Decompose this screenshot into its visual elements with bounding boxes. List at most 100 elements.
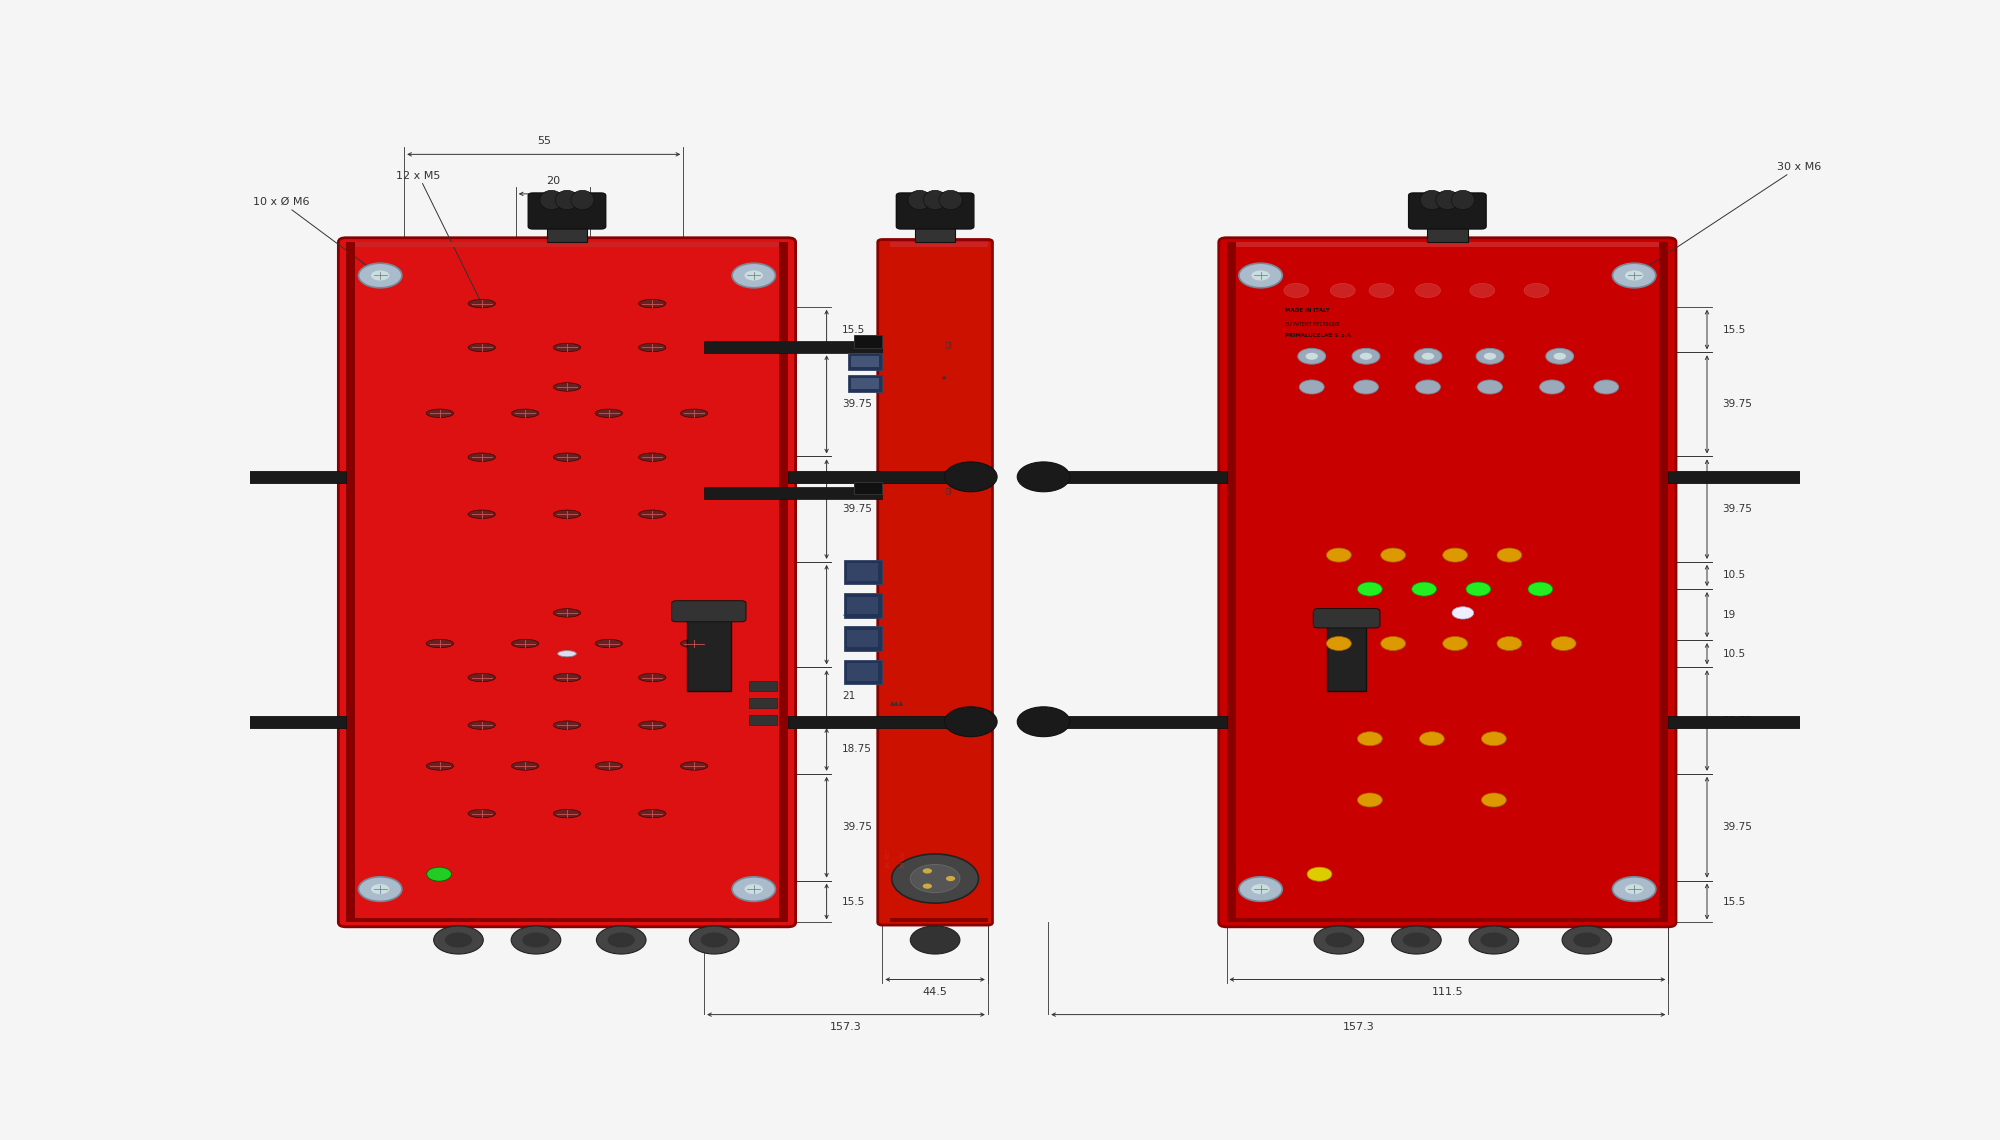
Circle shape <box>1250 884 1270 895</box>
Ellipse shape <box>468 300 496 308</box>
Circle shape <box>1392 926 1442 954</box>
Bar <box>882 242 890 922</box>
Ellipse shape <box>638 300 666 308</box>
Bar <box>844 560 882 585</box>
Text: 39.75: 39.75 <box>842 504 872 514</box>
Text: 39.75: 39.75 <box>842 399 872 409</box>
Ellipse shape <box>468 453 496 462</box>
Circle shape <box>1314 926 1364 954</box>
Ellipse shape <box>512 640 538 648</box>
Text: ▲▲▲: ▲▲▲ <box>890 701 904 707</box>
Circle shape <box>1482 793 1506 807</box>
FancyBboxPatch shape <box>338 238 796 927</box>
Bar <box>1658 242 1668 922</box>
Text: 157.3: 157.3 <box>830 1021 862 1032</box>
Bar <box>778 242 788 922</box>
Bar <box>788 471 966 483</box>
Bar <box>882 242 988 246</box>
Text: ⦿): ⦿) <box>946 487 952 494</box>
Circle shape <box>1528 583 1552 596</box>
Circle shape <box>1360 352 1372 360</box>
Ellipse shape <box>680 409 708 417</box>
Circle shape <box>1402 933 1430 947</box>
FancyBboxPatch shape <box>1218 238 1676 927</box>
Text: EU PATENT EP23960/B: EU PATENT EP23960/B <box>1286 321 1340 326</box>
Circle shape <box>1330 284 1356 298</box>
Bar <box>854 481 882 494</box>
Circle shape <box>1624 270 1644 282</box>
Ellipse shape <box>426 640 454 648</box>
Text: 15.5: 15.5 <box>842 896 866 906</box>
Bar <box>852 377 880 389</box>
Circle shape <box>1354 380 1378 394</box>
Circle shape <box>1306 352 1318 360</box>
Ellipse shape <box>924 190 946 210</box>
Bar <box>1226 918 1668 922</box>
Ellipse shape <box>638 674 666 682</box>
Bar <box>844 593 882 618</box>
Text: 12 x M5: 12 x M5 <box>396 171 480 301</box>
Text: 10.5: 10.5 <box>1722 649 1746 659</box>
Text: 55: 55 <box>536 137 550 146</box>
Bar <box>688 617 730 691</box>
Text: 21: 21 <box>842 691 856 701</box>
Text: 39.75: 39.75 <box>1722 399 1752 409</box>
Ellipse shape <box>680 640 708 648</box>
Circle shape <box>1524 284 1548 298</box>
Bar <box>788 716 966 727</box>
Bar <box>846 563 878 580</box>
Circle shape <box>1470 926 1518 954</box>
Text: 10.5: 10.5 <box>1722 570 1746 580</box>
Circle shape <box>1324 933 1352 947</box>
Text: 39.75: 39.75 <box>1722 504 1752 514</box>
Ellipse shape <box>554 343 580 351</box>
Ellipse shape <box>554 510 580 519</box>
Bar <box>346 242 788 246</box>
Ellipse shape <box>468 343 496 351</box>
Circle shape <box>1018 462 1070 491</box>
Bar <box>848 353 882 369</box>
Text: 20: 20 <box>546 176 560 186</box>
Circle shape <box>910 864 960 893</box>
Circle shape <box>1422 352 1434 360</box>
Ellipse shape <box>1420 190 1444 210</box>
Ellipse shape <box>554 720 580 730</box>
Bar <box>846 630 878 648</box>
Text: 44.5: 44.5 <box>922 986 948 996</box>
Circle shape <box>1478 380 1502 394</box>
Text: 39.75: 39.75 <box>842 822 872 832</box>
Circle shape <box>1238 877 1282 902</box>
Circle shape <box>1420 732 1444 746</box>
Bar <box>1668 716 1846 727</box>
Circle shape <box>1496 636 1522 651</box>
Text: 39.75: 39.75 <box>1722 716 1752 725</box>
Text: 30 CNI: 30 CNI <box>900 852 906 868</box>
Ellipse shape <box>596 762 622 771</box>
Bar <box>704 341 882 353</box>
Circle shape <box>370 884 390 895</box>
Circle shape <box>1496 548 1522 562</box>
Circle shape <box>434 926 484 954</box>
Bar <box>1668 471 1846 483</box>
Circle shape <box>1562 926 1612 954</box>
FancyBboxPatch shape <box>1408 193 1486 229</box>
Circle shape <box>1416 284 1440 298</box>
Circle shape <box>596 926 646 954</box>
Circle shape <box>1358 793 1382 807</box>
Circle shape <box>1300 380 1324 394</box>
Bar <box>1328 622 1366 691</box>
Ellipse shape <box>554 809 580 817</box>
Circle shape <box>744 884 764 895</box>
Circle shape <box>892 854 978 903</box>
Circle shape <box>944 707 998 736</box>
Bar <box>1048 716 1226 727</box>
Text: 15.5: 15.5 <box>842 325 866 334</box>
Circle shape <box>944 462 998 491</box>
Circle shape <box>1624 884 1644 895</box>
Circle shape <box>922 884 932 889</box>
Ellipse shape <box>468 809 496 817</box>
Text: 39.75: 39.75 <box>1722 822 1752 832</box>
Circle shape <box>1352 349 1380 364</box>
Ellipse shape <box>596 640 622 648</box>
Circle shape <box>512 926 560 954</box>
